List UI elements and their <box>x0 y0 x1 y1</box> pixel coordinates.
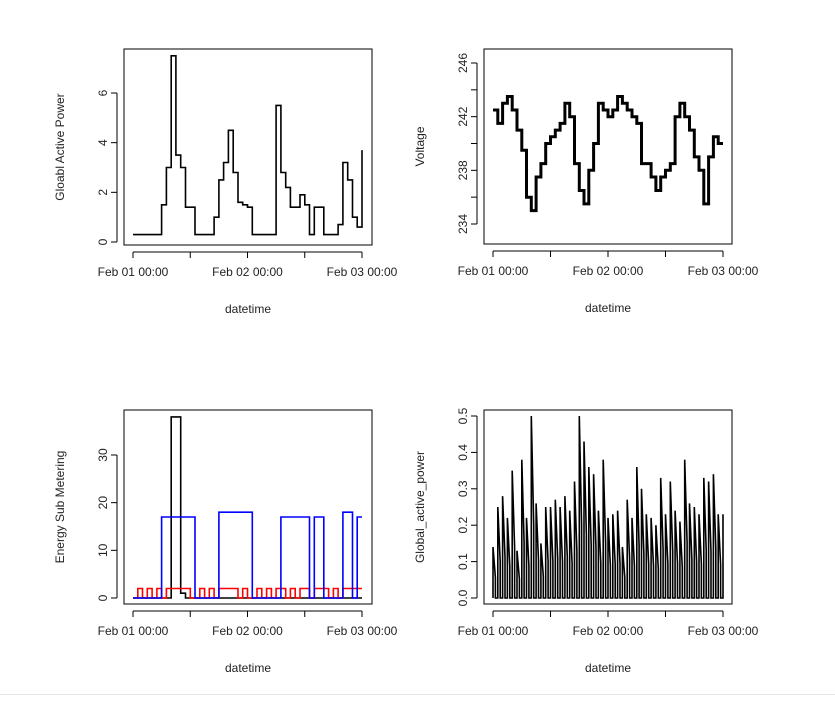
x-tick-label: Feb 03 00:00 <box>688 264 759 278</box>
plot-frame <box>483 48 733 245</box>
x-tick-label: Feb 01 00:00 <box>458 624 529 638</box>
x-tick-label: Feb 02 00:00 <box>573 264 644 278</box>
series-line-1 <box>493 95 723 213</box>
plot-frame <box>123 409 373 605</box>
x-tick-label: Feb 01 00:00 <box>98 265 169 279</box>
panel-4: Feb 01 00:00 Feb 02 00:00 Feb 03 00:00 date… <box>413 407 759 675</box>
y-tick-label: 246 <box>456 53 470 73</box>
y-tick-label: 238 <box>456 160 470 180</box>
panel-1: Feb 01 00:00 Feb 02 00:00 Feb 03 00:00 date… <box>53 48 398 316</box>
x-axis-label: datetime <box>225 302 271 316</box>
y-tick-label: 0 <box>96 238 110 245</box>
panel-3: Feb 01 00:00 Feb 02 00:00 Feb 03 00:00 date… <box>53 409 398 675</box>
x-tick-label: Feb 02 00:00 <box>212 265 283 279</box>
x-tick-label: Feb 03 00:00 <box>327 624 398 638</box>
y-tick-label: 0.5 <box>456 407 470 424</box>
x-axis-label: datetime <box>585 301 631 315</box>
plot-frame <box>123 48 373 246</box>
y-tick-label: 242 <box>456 106 470 126</box>
x-tick-label: Feb 01 00:00 <box>98 624 169 638</box>
divider <box>0 694 835 695</box>
y-tick-label: 30 <box>96 448 110 462</box>
y-tick-label: 0.2 <box>456 517 470 534</box>
x-axis-label: datetime <box>225 661 271 675</box>
y-tick-label: 234 <box>456 214 470 234</box>
y-tick-label: 4 <box>96 139 110 146</box>
y-axis-label: Energy Sub Metering <box>53 451 67 564</box>
y-tick-label: 20 <box>96 496 110 510</box>
y-tick-label: 0.0 <box>456 589 470 606</box>
x-tick-label: Feb 03 00:00 <box>688 624 759 638</box>
y-tick-label: 6 <box>96 89 110 96</box>
y-axis-label: Global_active_power <box>413 451 427 563</box>
y-tick-label: 10 <box>96 543 110 557</box>
x-tick-label: Feb 02 00:00 <box>573 624 644 638</box>
y-tick-label: 0.4 <box>456 444 470 461</box>
series-line-1 <box>133 416 362 599</box>
series-line-2 <box>133 587 362 599</box>
x-tick-label: Feb 01 00:00 <box>458 264 529 278</box>
x-tick-label: Feb 03 00:00 <box>327 265 398 279</box>
x-axis-label: datetime <box>585 661 631 675</box>
series-line-1 <box>492 415 724 599</box>
y-axis-label: Voltage <box>413 126 427 166</box>
series-line-3 <box>133 511 362 599</box>
panel-2: Feb 01 00:00 Feb 02 00:00 Feb 03 00:00 date… <box>413 48 759 315</box>
y-tick-label: 0.3 <box>456 480 470 497</box>
y-tick-label: 0 <box>96 594 110 601</box>
y-axis-label: Gloabl Active Power <box>53 93 67 200</box>
series-line-1 <box>133 55 363 236</box>
y-tick-label: 0.1 <box>456 553 470 570</box>
plot-frame <box>483 409 733 605</box>
x-tick-label: Feb 02 00:00 <box>212 624 283 638</box>
y-tick-label: 2 <box>96 189 110 196</box>
